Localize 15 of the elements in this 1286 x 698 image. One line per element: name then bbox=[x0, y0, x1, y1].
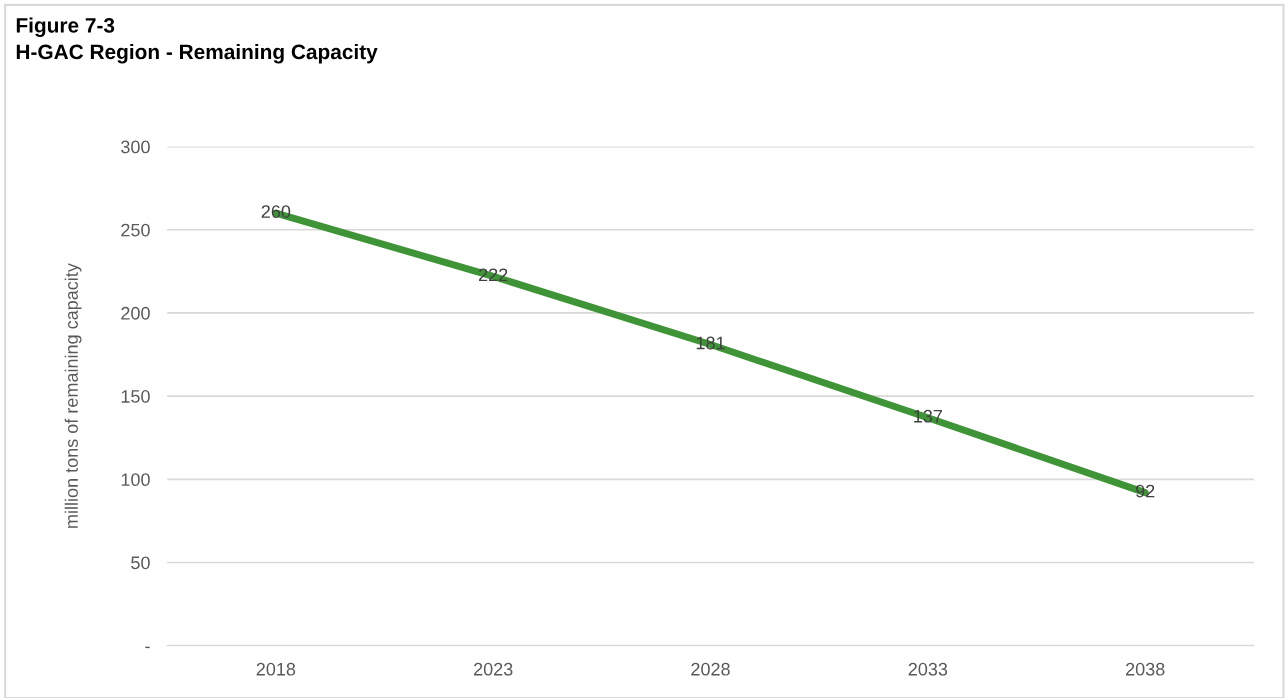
y-tick-label: 50 bbox=[131, 556, 150, 570]
y-axis-title: million tons of remaining capacity bbox=[64, 263, 82, 528]
x-tick-label: 2028 bbox=[691, 662, 730, 676]
chart-title: Figure 7-3 bbox=[16, 17, 115, 37]
y-tick-label: 200 bbox=[121, 306, 150, 320]
x-tick-label: 2038 bbox=[1126, 662, 1165, 676]
x-tick-label: 2033 bbox=[908, 662, 948, 676]
y-tick-label: 150 bbox=[121, 390, 150, 403]
x-tick-label: 2018 bbox=[256, 662, 296, 676]
y-tick-label: 250 bbox=[121, 223, 150, 237]
y-tick-label: 100 bbox=[121, 473, 150, 487]
x-tick-label: 2023 bbox=[474, 662, 513, 676]
chart-subtitle: H-GAC Region - Remaining Capacity bbox=[16, 43, 378, 64]
y-tick-label: - bbox=[145, 646, 150, 649]
y-tick-label: 300 bbox=[121, 140, 150, 154]
